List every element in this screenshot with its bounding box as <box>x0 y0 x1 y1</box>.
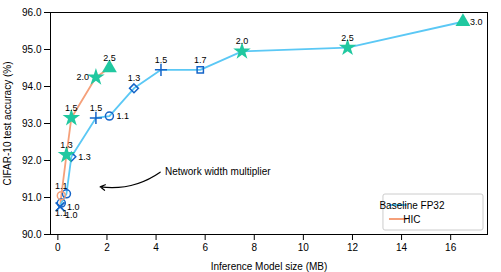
svg-text:Network width multiplier: Network width multiplier <box>165 166 271 177</box>
svg-text:Inference Model size (MB): Inference Model size (MB) <box>211 261 328 272</box>
svg-text:2.0: 2.0 <box>236 36 249 46</box>
svg-text:2.5: 2.5 <box>103 53 116 63</box>
svg-text:14: 14 <box>396 242 408 253</box>
svg-text:1.3: 1.3 <box>78 152 91 162</box>
svg-text:12: 12 <box>347 242 359 253</box>
svg-text:1.1: 1.1 <box>55 181 68 191</box>
svg-text:CIFAR-10 test accuracy (%): CIFAR-10 test accuracy (%) <box>2 62 13 186</box>
svg-text:6: 6 <box>202 242 208 253</box>
svg-text:2.0: 2.0 <box>76 72 89 82</box>
svg-text:Baseline FP32: Baseline FP32 <box>379 200 444 211</box>
svg-text:1.1: 1.1 <box>116 111 129 121</box>
svg-text:1.5: 1.5 <box>65 103 78 113</box>
svg-text:1.3: 1.3 <box>128 73 141 83</box>
svg-text:1.0: 1.0 <box>65 210 78 220</box>
svg-text:94.0: 94.0 <box>22 81 42 92</box>
svg-text:2.5: 2.5 <box>341 33 354 43</box>
svg-text:1.1: 1.1 <box>55 208 68 219</box>
svg-text:90.0: 90.0 <box>22 229 42 240</box>
svg-text:1.5: 1.5 <box>155 55 168 65</box>
svg-text:91.0: 91.0 <box>22 192 42 203</box>
svg-text:10: 10 <box>298 242 310 253</box>
svg-text:16: 16 <box>445 242 457 253</box>
svg-text:2: 2 <box>104 242 110 253</box>
svg-text:95.0: 95.0 <box>22 44 42 55</box>
svg-text:0: 0 <box>55 242 61 253</box>
svg-text:1.0: 1.0 <box>67 201 80 212</box>
svg-text:1.3: 1.3 <box>60 140 73 150</box>
svg-text:1.5: 1.5 <box>90 103 103 113</box>
svg-text:3.0: 3.0 <box>470 17 483 27</box>
svg-text:92.0: 92.0 <box>22 155 42 166</box>
svg-text:HIC: HIC <box>403 214 420 225</box>
svg-text:93.0: 93.0 <box>22 118 42 129</box>
svg-text:96.0: 96.0 <box>22 7 42 18</box>
svg-text:1.7: 1.7 <box>194 55 207 65</box>
svg-text:4: 4 <box>153 242 159 253</box>
svg-text:8: 8 <box>251 242 257 253</box>
